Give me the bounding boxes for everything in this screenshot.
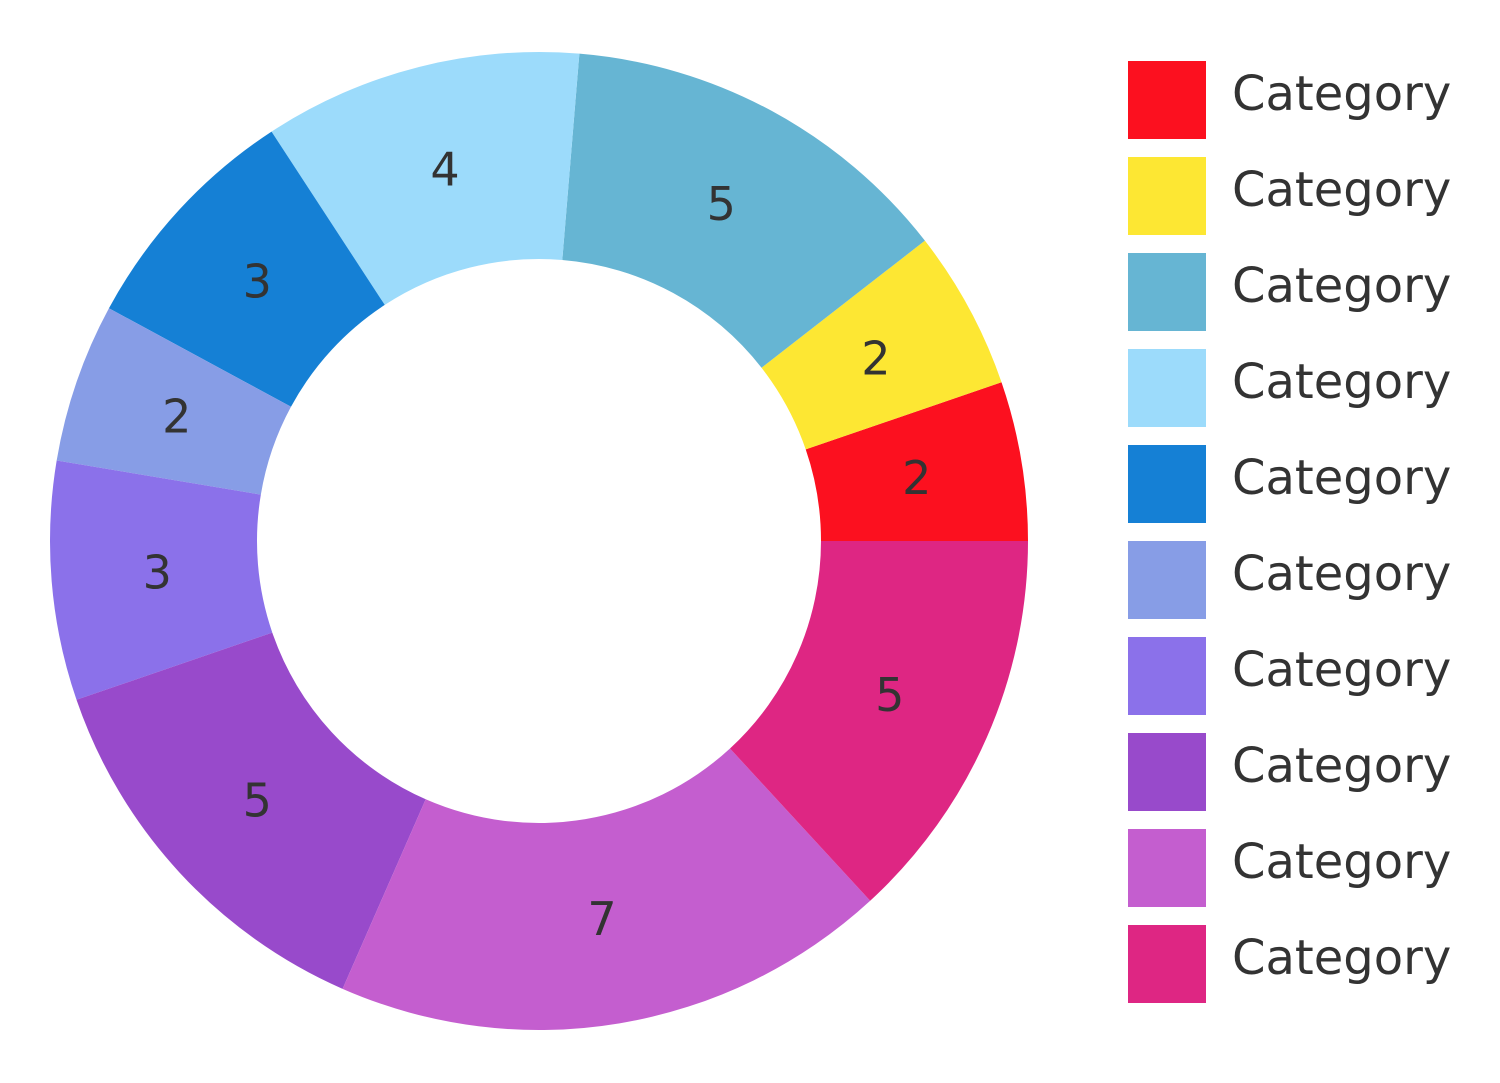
- slice-value-label-2: 2: [861, 332, 890, 386]
- legend-label-7: Category: [1232, 642, 1452, 698]
- chart-legend: Category Category Category Category Category…: [1128, 52, 1488, 1012]
- slice-value-label-10: 5: [875, 668, 904, 722]
- legend-swatch-8: [1128, 733, 1206, 811]
- legend-swatch-7: [1128, 637, 1206, 715]
- legend-item-4: Category: [1128, 340, 1488, 436]
- legend-label-8: Category: [1232, 738, 1452, 794]
- legend-item-8: Category: [1128, 724, 1488, 820]
- slice-value-label-4: 4: [430, 143, 459, 197]
- legend-item-1: Category: [1128, 52, 1488, 148]
- legend-item-7: Category: [1128, 628, 1488, 724]
- donut-slice-5: [108, 131, 385, 407]
- slice-value-label-3: 5: [707, 177, 736, 231]
- legend-item-10: Category: [1128, 916, 1488, 1012]
- legend-item-2: Category: [1128, 148, 1488, 244]
- legend-label-4: Category: [1232, 354, 1452, 410]
- legend-swatch-1: [1128, 61, 1206, 139]
- slice-value-label-9: 7: [587, 892, 616, 946]
- legend-swatch-3: [1128, 253, 1206, 331]
- legend-item-6: Category: [1128, 532, 1488, 628]
- donut-slice-2: [761, 240, 1002, 450]
- donut-slice-10: [729, 541, 1028, 901]
- donut-slice-6: [56, 308, 291, 495]
- legend-swatch-6: [1128, 541, 1206, 619]
- legend-swatch-5: [1128, 445, 1206, 523]
- legend-label-6: Category: [1232, 546, 1452, 602]
- slice-value-label-1: 2: [902, 451, 931, 505]
- legend-label-1: Category: [1232, 66, 1452, 122]
- legend-label-2: Category: [1232, 162, 1452, 218]
- slice-value-label-7: 3: [143, 546, 172, 600]
- donut-slice-4: [271, 52, 580, 305]
- legend-swatch-9: [1128, 829, 1206, 907]
- legend-swatch-4: [1128, 349, 1206, 427]
- legend-label-3: Category: [1232, 258, 1452, 314]
- slice-value-label-5: 3: [243, 255, 272, 309]
- donut-value-labels: 2 2 5 4 3 2 3 5 7 5: [143, 143, 932, 946]
- donut-slice-8: [76, 632, 426, 989]
- legend-label-10: Category: [1232, 930, 1452, 986]
- slice-value-label-6: 2: [162, 390, 191, 444]
- slice-value-label-8: 5: [243, 773, 272, 827]
- legend-item-3: Category: [1128, 244, 1488, 340]
- legend-item-9: Category: [1128, 820, 1488, 916]
- legend-item-5: Category: [1128, 436, 1488, 532]
- legend-swatch-10: [1128, 925, 1206, 1003]
- legend-swatch-2: [1128, 157, 1206, 235]
- donut-slice-7: [50, 460, 273, 700]
- donut-slice-3: [562, 53, 925, 368]
- donut-slices: [50, 52, 1028, 1030]
- legend-label-5: Category: [1232, 450, 1452, 506]
- donut-slice-9: [342, 748, 871, 1030]
- donut-slice-1: [805, 382, 1028, 541]
- legend-label-9: Category: [1232, 834, 1452, 890]
- donut-chart: 2 2 5 4 3 2 3 5 7 5: [50, 52, 1028, 1030]
